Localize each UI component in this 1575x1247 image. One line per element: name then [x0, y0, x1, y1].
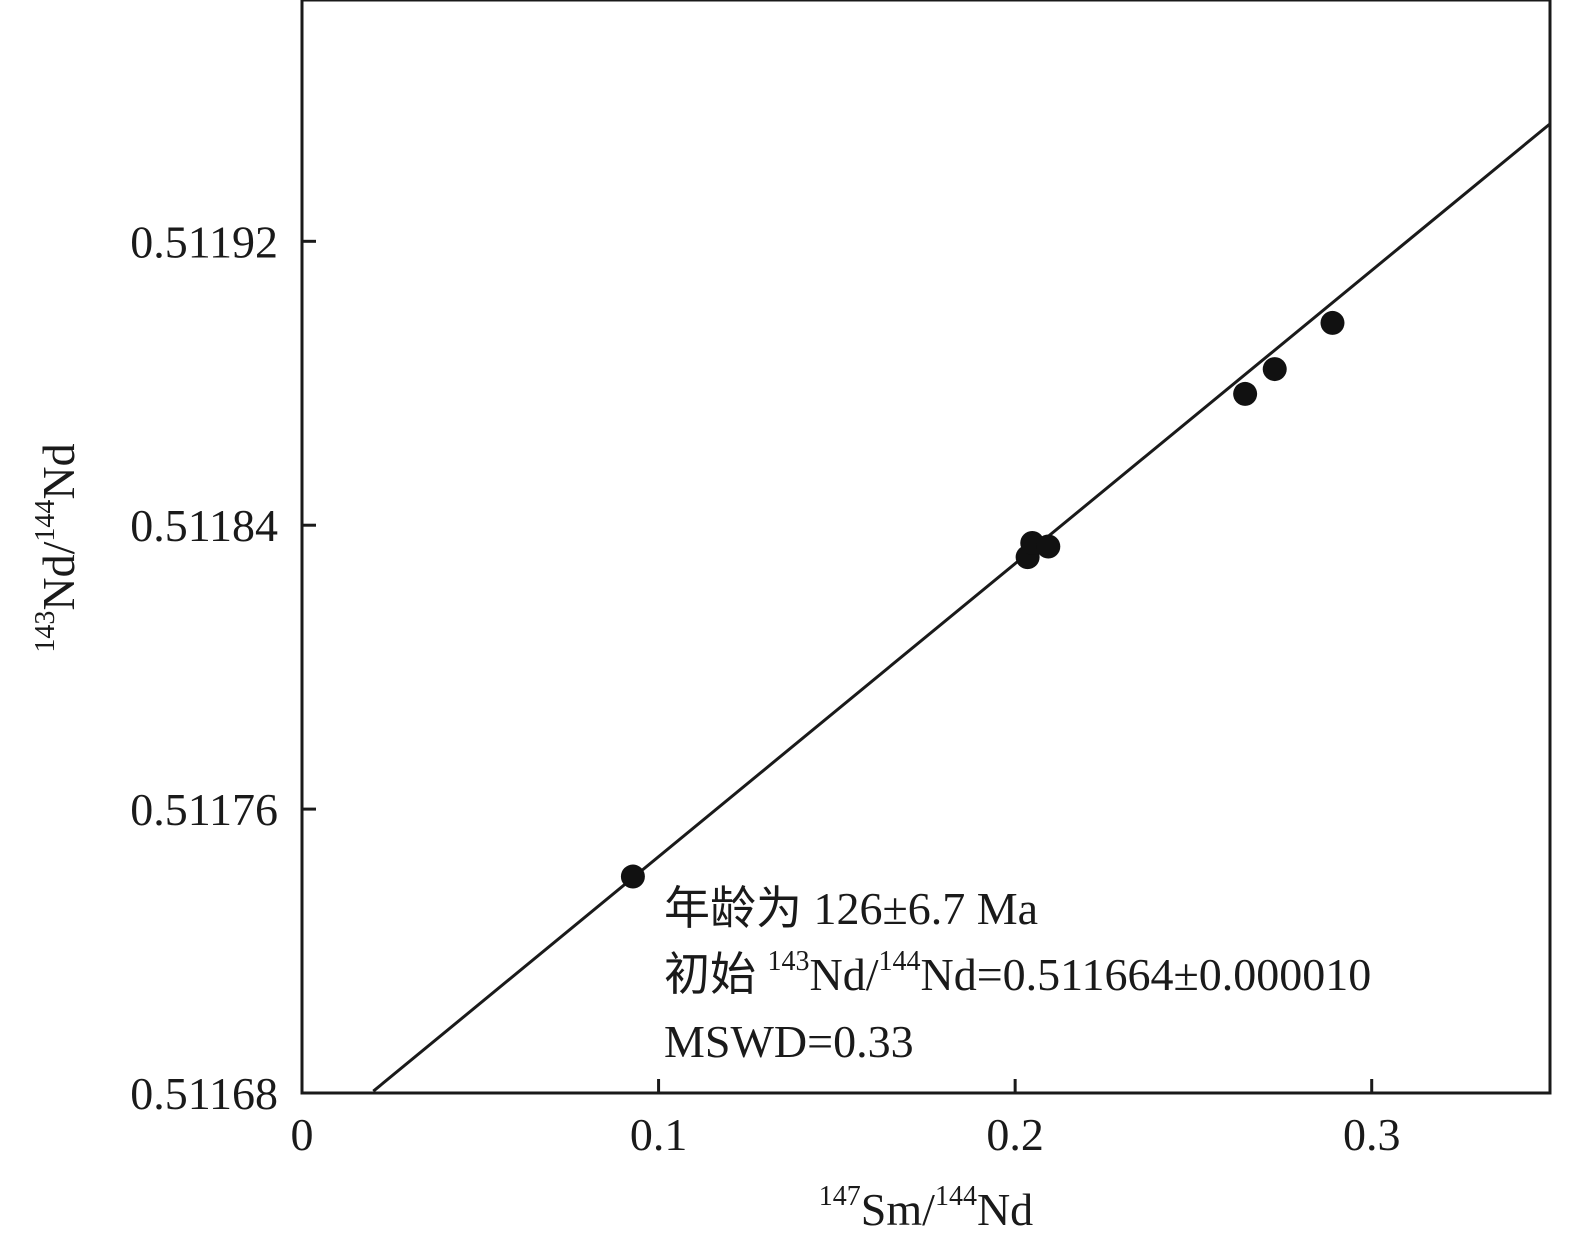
x-axis-ticks: 0 0.1 0.2 0.3 [291, 1079, 1401, 1160]
isochron-line [372, 122, 1550, 1093]
mswd-annotation: MSWD=0.33 [664, 1016, 914, 1067]
y-axis-label: 143Nd/144Nd [30, 443, 84, 652]
x-tick-label: 0.2 [986, 1109, 1044, 1160]
data-point [620, 864, 645, 889]
y-tick-label: 0.51192 [130, 216, 278, 267]
data-points [620, 310, 1345, 889]
plot-frame [300, 0, 1552, 1095]
y-tick-label: 0.51176 [130, 784, 278, 835]
y-tick-label: 0.51168 [130, 1068, 278, 1119]
x-axis-label: 147Sm/144Nd [819, 1181, 1033, 1235]
data-point [1233, 381, 1258, 406]
data-point [1320, 310, 1345, 335]
y-tick-label: 0.51184 [130, 500, 278, 551]
data-point [1262, 357, 1287, 382]
initial-ratio-annotation: 初始 143Nd/144Nd=0.511664±0.000010 [664, 946, 1371, 1000]
x-tick-label: 0 [291, 1109, 314, 1160]
y-axis-ticks: 0.51168 0.51176 0.51184 0.51192 [130, 216, 316, 1119]
x-tick-label: 0.3 [1343, 1109, 1401, 1160]
x-tick-label: 0.1 [630, 1109, 688, 1160]
data-point [1036, 534, 1061, 559]
age-annotation: 年龄为 126±6.7 Ma [664, 883, 1038, 934]
